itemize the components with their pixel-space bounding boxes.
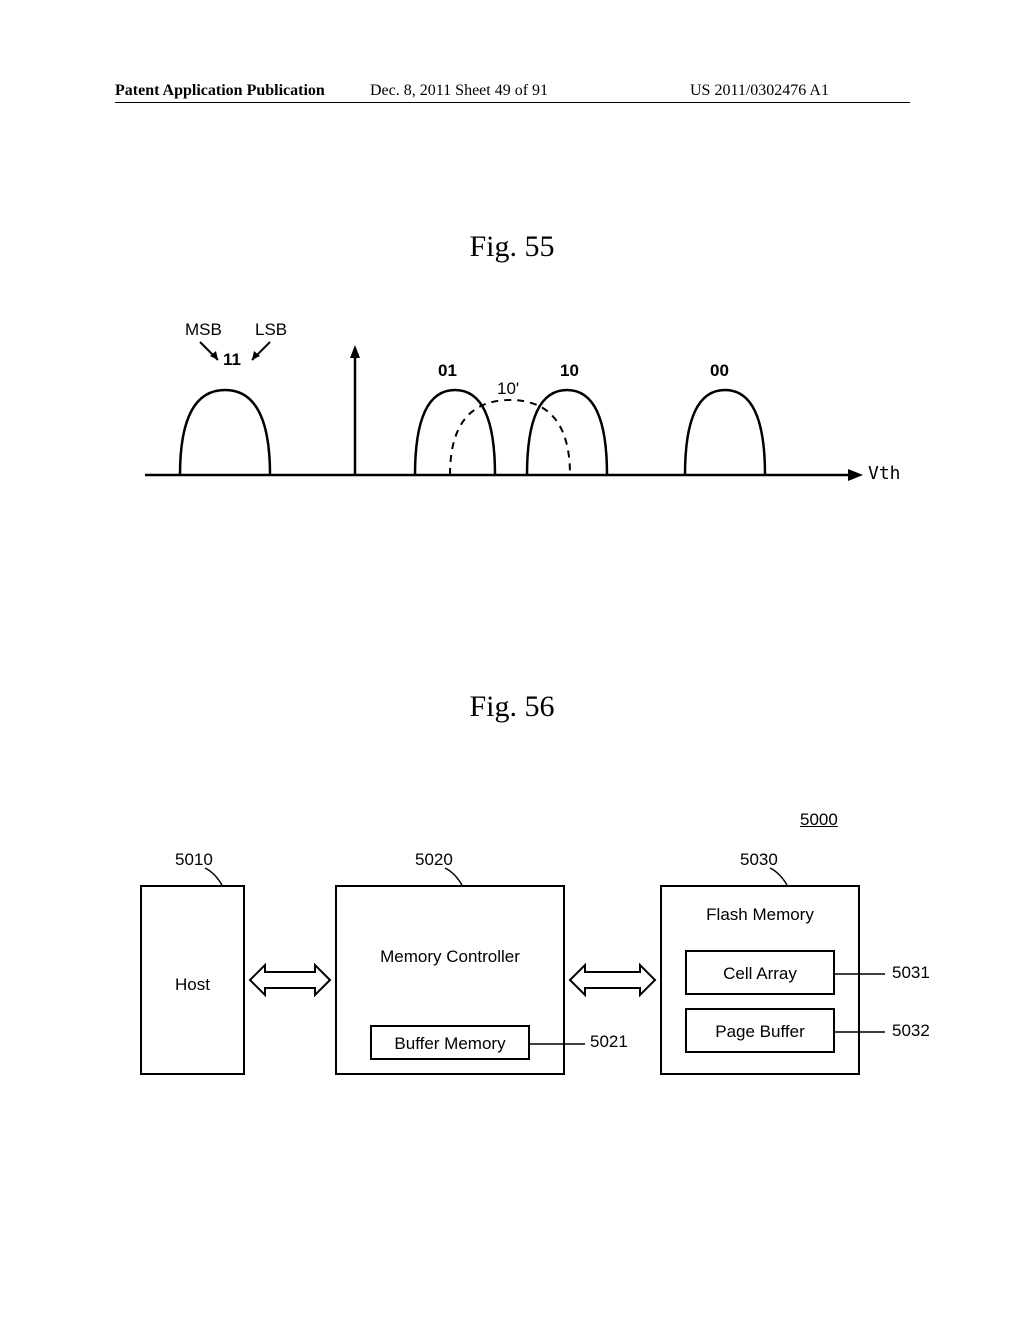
host-label: Host (142, 975, 243, 995)
fig56-title: Fig. 56 (0, 690, 1024, 724)
cell-array-block: Cell Array (685, 950, 835, 995)
host-controller-arrow (245, 960, 335, 1000)
memory-controller-label: Memory Controller (337, 947, 563, 967)
state-11-label: 11 (223, 350, 241, 370)
controller-flash-arrow (565, 960, 660, 1000)
state-00-label: 00 (710, 361, 729, 381)
cellarray-ref-leader (835, 970, 890, 980)
header-right: US 2011/0302476 A1 (690, 82, 829, 100)
pagebuffer-ref-leader (835, 1028, 890, 1038)
state-01-label: 01 (438, 361, 457, 381)
system-ref-label: 5000 (800, 810, 838, 830)
header-left: Patent Application Publication (115, 82, 325, 100)
buffer-memory-label: Buffer Memory (372, 1034, 528, 1054)
page-buffer-ref: 5032 (892, 1021, 930, 1041)
fig55-svg (130, 320, 910, 520)
fig55-diagram: MSB LSB 11 01 10' 10 (130, 320, 910, 520)
page-buffer-label: Page Buffer (687, 1022, 833, 1042)
host-ref-leader (200, 865, 230, 890)
header-divider (115, 102, 910, 103)
buffer-memory-block: Buffer Memory (370, 1025, 530, 1060)
state-10-label: 10 (560, 361, 579, 381)
buffer-ref-leader (530, 1040, 590, 1050)
controller-ref-leader (440, 865, 470, 890)
buffer-memory-ref: 5021 (590, 1032, 628, 1052)
page-buffer-block: Page Buffer (685, 1008, 835, 1053)
cell-array-ref: 5031 (892, 963, 930, 983)
vth-axis-label: Vth (868, 463, 901, 484)
flash-ref-leader (765, 865, 795, 890)
fig56-diagram: 5000 Host 5010 Memory Controller 5020 Bu… (120, 810, 910, 1130)
header-center: Dec. 8, 2011 Sheet 49 of 91 (370, 82, 548, 100)
cell-array-label: Cell Array (687, 964, 833, 984)
host-block: Host (140, 885, 245, 1075)
state-10prime-label: 10' (497, 379, 519, 399)
fig55-title: Fig. 55 (0, 230, 1024, 264)
flash-memory-label: Flash Memory (662, 905, 858, 925)
